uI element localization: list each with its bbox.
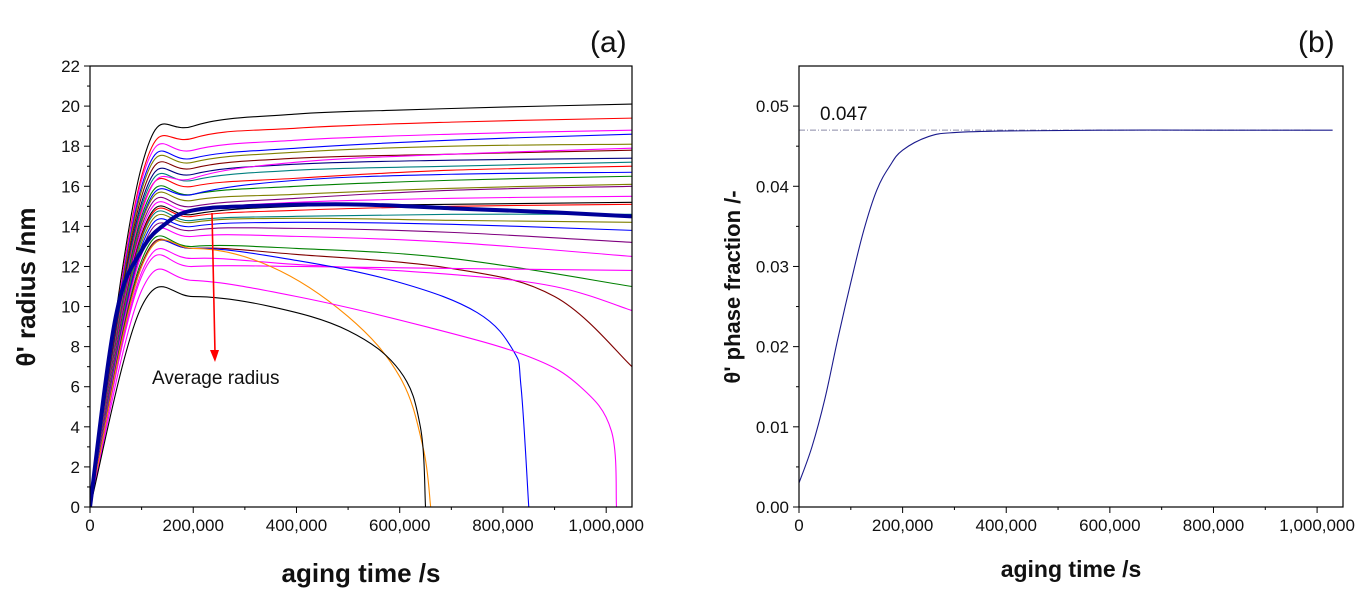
reference-line-b: 0.047	[799, 104, 1313, 131]
y-tick-label: 0	[71, 498, 80, 517]
x-tick-label: 1,000,000	[1279, 516, 1355, 535]
x-tick-label: 800,000	[1183, 516, 1244, 535]
y-tick-label: 2	[71, 458, 80, 477]
y-axis-title-a: θ' radius /nm	[11, 208, 41, 367]
x-tick-label: 1,000,000	[568, 516, 644, 535]
x-tick-label: 400,000	[976, 516, 1037, 535]
x-tick-label: 0	[794, 516, 803, 535]
series-line-a-19	[90, 218, 632, 507]
plot-area-a	[90, 103, 632, 507]
y-tick-label: 0.03	[756, 257, 789, 276]
y-tick-label: 0.05	[756, 97, 789, 116]
annotation-average-radius: Average radius	[152, 368, 279, 389]
plot-frame-b	[798, 65, 1344, 508]
series-line-a-12	[90, 183, 632, 507]
series-line-a-29	[90, 286, 427, 507]
series-line-a-24	[90, 248, 632, 507]
x-tick-label: 800,000	[472, 516, 533, 535]
annotation-arrow-line	[211, 212, 216, 354]
series-line-a-30	[90, 202, 632, 507]
y-ticks-b: 0.00 0.01 0.02 0.03 0.04 0.05	[756, 97, 799, 517]
panel-label-b: (b)	[1298, 26, 1335, 59]
y-tick-label: 12	[61, 257, 80, 276]
y-tick-label: 0.01	[756, 418, 789, 437]
panel-label-a: (a)	[590, 26, 627, 59]
y-tick-label: 16	[61, 177, 80, 196]
series-line-a-15	[90, 201, 632, 507]
y-tick-label: 4	[71, 418, 80, 437]
y-axis-title-b: θ' phase fraction /-	[720, 190, 745, 383]
x-tick-label: 200,000	[872, 516, 933, 535]
series-line-a-28	[90, 268, 618, 507]
y-tick-label: 0.04	[756, 177, 789, 196]
x-tick-label: 200,000	[163, 516, 224, 535]
series-line-a-13	[90, 185, 632, 507]
y-tick-label: 14	[61, 217, 80, 236]
x-ticks-a: 0 200,000 400,000 600,000 800,000 1,000,000	[85, 507, 644, 535]
series-line-a-25	[90, 254, 632, 507]
series-line-a-22	[90, 235, 632, 507]
y-tick-label: 6	[71, 378, 80, 397]
y-tick-label: 0.00	[756, 498, 789, 517]
y-tick-label: 20	[61, 97, 80, 116]
x-tick-label: 600,000	[1079, 516, 1140, 535]
series-line-a-18	[90, 213, 632, 507]
y-tick-label: 0.02	[756, 338, 789, 357]
x-tick-label: 400,000	[266, 516, 327, 535]
annotation-arrow-head	[210, 350, 219, 362]
chart-panel-a: (a) 0 200,000 400,000 600,000 800,000 1,000,0…	[11, 26, 644, 588]
x-tick-label: 600,000	[369, 516, 430, 535]
series-line-a-20	[90, 222, 632, 507]
series-line-a-4	[90, 143, 632, 507]
series-line-a-21	[90, 227, 632, 507]
series-line-a-10	[90, 175, 632, 507]
x-axis-title-a: aging time /s	[282, 558, 441, 588]
chart-panel-b: (b) 0.047 0 200,000 400,000 600,000 800,000 1…	[720, 26, 1355, 582]
x-tick-label: 0	[85, 516, 94, 535]
series-line-b-0	[799, 129, 1333, 484]
reference-line-label: 0.047	[820, 104, 868, 125]
y-tick-label: 18	[61, 137, 80, 156]
y-ticks-a: 0 2 4 6 8 10 12 14 16 18 20 22	[61, 57, 90, 517]
x-axis-title-b: aging time /s	[1001, 556, 1142, 582]
series-line-a-2	[90, 129, 632, 507]
series-line-a-17	[90, 210, 632, 507]
series-line-a-0	[90, 103, 632, 507]
y-tick-label: 22	[61, 57, 80, 76]
y-tick-label: 10	[61, 298, 80, 317]
series-line-a-27	[90, 239, 432, 507]
plot-area-b	[799, 129, 1333, 484]
x-ticks-b: 0 200,000 400,000 600,000 800,000 1,000,000	[794, 507, 1355, 535]
y-tick-label: 8	[71, 338, 80, 357]
